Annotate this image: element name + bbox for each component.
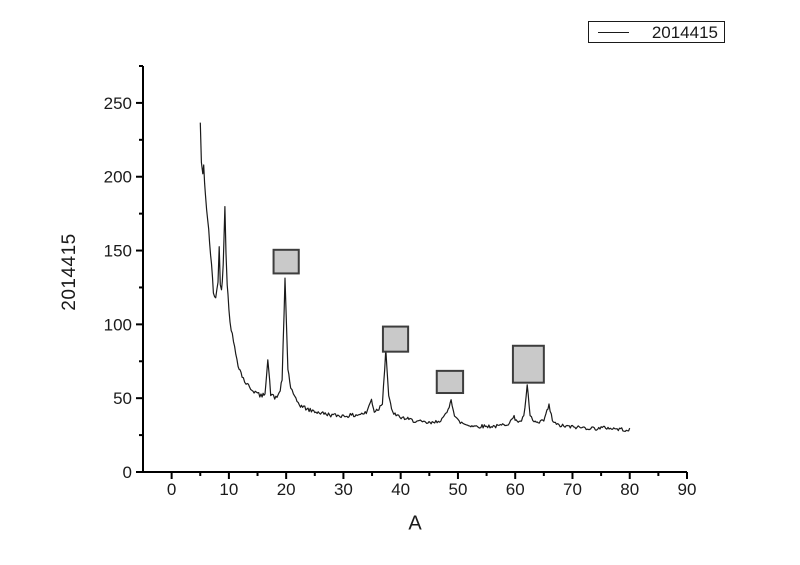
y-tick-label: 0 xyxy=(123,463,132,482)
peak-marker-box xyxy=(511,344,545,384)
x-tick-label: 70 xyxy=(563,480,582,499)
peak-marker-box xyxy=(272,248,300,275)
y-tick-label: 200 xyxy=(104,168,132,187)
x-axis-title: A xyxy=(408,512,422,535)
x-tick-label: 90 xyxy=(678,480,697,499)
legend-line-icon xyxy=(598,31,629,33)
y-tick-label: 100 xyxy=(104,315,132,334)
legend-series-label: 2014415 xyxy=(651,22,718,42)
data-series-trace xyxy=(199,122,631,432)
x-tick-label: 0 xyxy=(167,480,176,499)
x-tick-label: 60 xyxy=(506,480,525,499)
y-tick-label: 250 xyxy=(104,94,132,113)
y-tick-label: 50 xyxy=(113,389,132,408)
y-axis-title: 2014415 xyxy=(59,233,80,311)
x-tick-label: 50 xyxy=(448,480,467,499)
legend: 2014415 xyxy=(588,21,725,43)
y-tick-label: 150 xyxy=(104,242,132,261)
x-tick-label: 80 xyxy=(620,480,639,499)
x-tick-label: 30 xyxy=(334,480,353,499)
peak-marker-box xyxy=(435,369,465,395)
x-tick-label: 20 xyxy=(277,480,296,499)
x-tick-label: 10 xyxy=(219,480,238,499)
x-tick-label: 40 xyxy=(391,480,410,499)
peak-marker-box xyxy=(381,325,410,353)
